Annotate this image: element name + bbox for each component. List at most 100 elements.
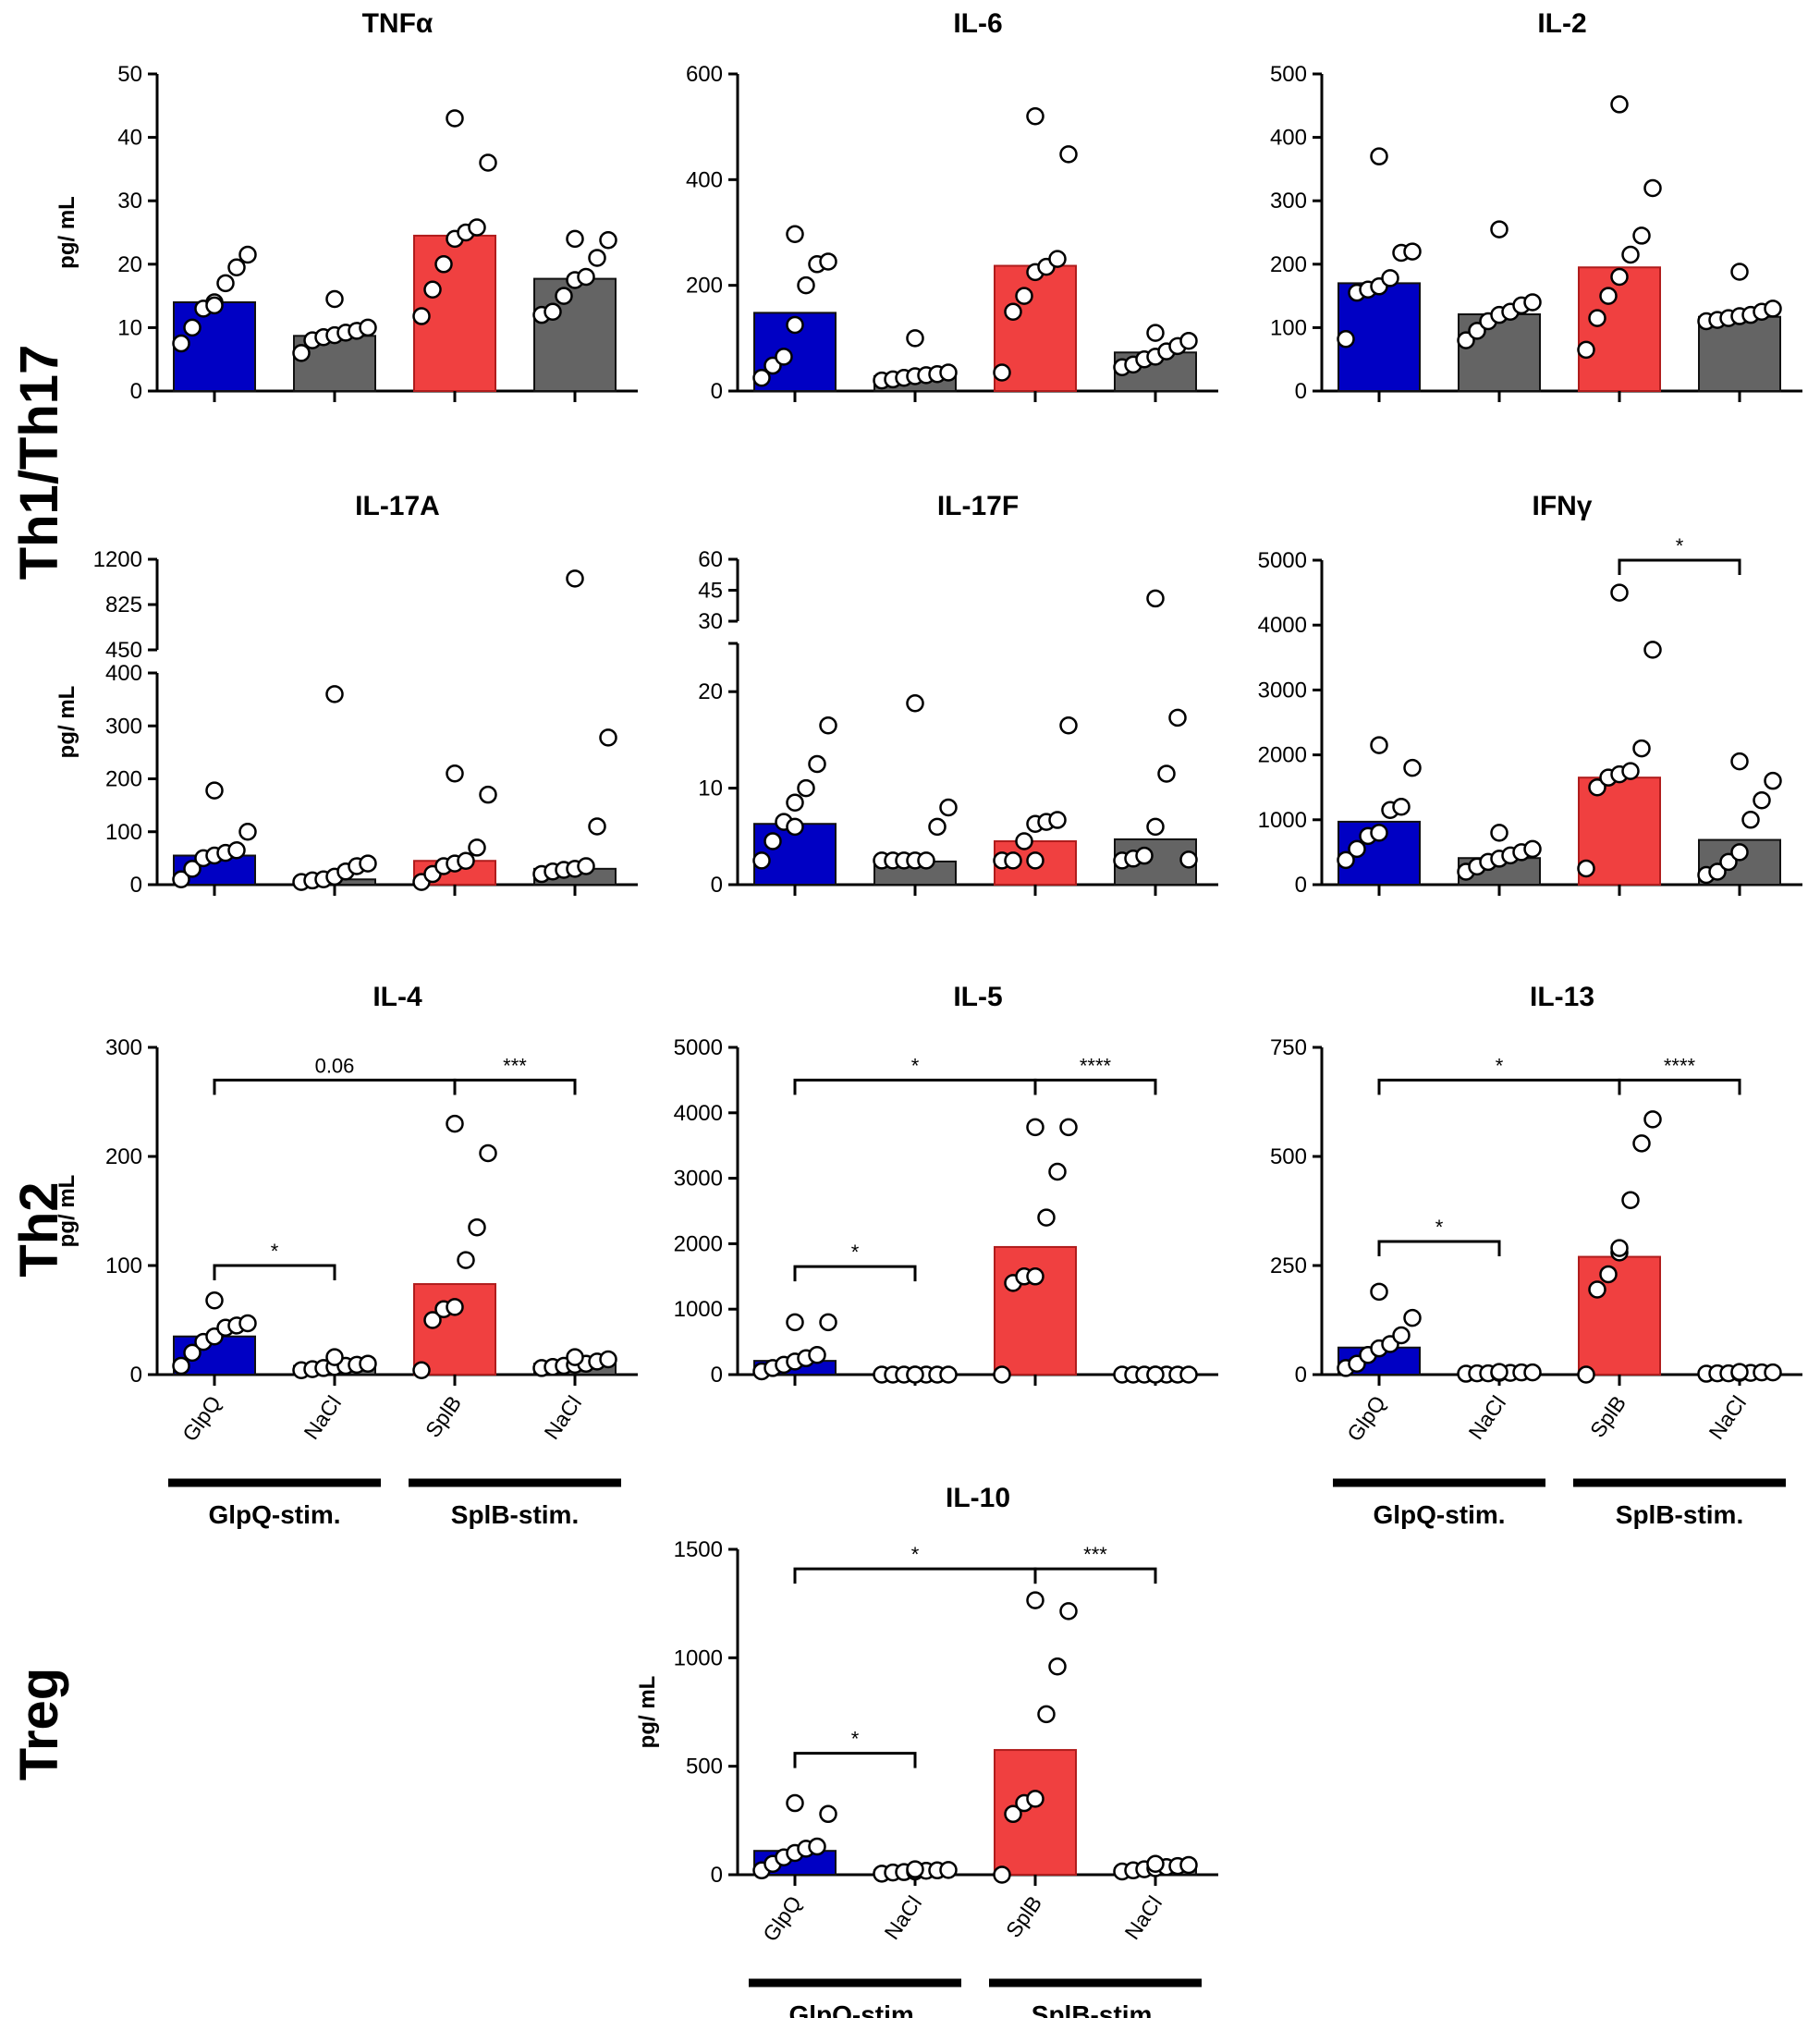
data-point [434, 255, 453, 274]
y-tick-label: 400 [1270, 126, 1307, 151]
data-point [1523, 839, 1542, 859]
data-point [906, 1860, 924, 1878]
data-point [359, 318, 377, 337]
significance-bracket: 0.06 [213, 1054, 457, 1095]
data-point [1468, 322, 1486, 340]
significance-label: * [851, 1241, 860, 1264]
data-point [1026, 1118, 1044, 1137]
data-point [1621, 1191, 1640, 1209]
group-label: SplB-stim. [451, 1500, 579, 1529]
data-point [1157, 764, 1176, 783]
data-point [479, 1144, 497, 1163]
data-point [1643, 641, 1662, 659]
y-tick-label: 0 [711, 379, 723, 404]
x-category-label: NaCl [1463, 1391, 1510, 1444]
data-point [292, 344, 311, 362]
data-point [577, 857, 595, 875]
data-point [1523, 1363, 1542, 1382]
data-point [1015, 832, 1033, 850]
y-axis-label: pg/ mL [635, 1676, 660, 1749]
data-point [183, 1343, 202, 1363]
panel-il-10: IL-10 pg/ mL 0 500 1000 1500 GlpQ NaCl SplB NaCl *… [635, 1483, 1218, 2018]
data-point [1599, 287, 1618, 305]
bracket-line [1377, 1078, 1621, 1095]
significance-bracket: **** [1618, 1054, 1741, 1095]
data-point [1026, 1591, 1044, 1609]
data-point [906, 1365, 924, 1384]
y-tick-label: 1000 [674, 1645, 723, 1670]
row-label-treg: Treg [9, 1668, 69, 1781]
significance-label: * [851, 1728, 860, 1751]
significance-label: * [1496, 1054, 1504, 1077]
data-point [238, 823, 257, 841]
data-point [359, 1354, 377, 1373]
y-tick-label: 200 [686, 274, 723, 299]
data-point [819, 1804, 837, 1824]
data-point [1146, 1854, 1165, 1874]
data-point [1523, 293, 1542, 312]
data-point [1730, 843, 1749, 862]
data-point [1764, 771, 1782, 790]
data-point [479, 785, 497, 804]
bar [994, 1245, 1077, 1376]
data-point [544, 302, 562, 321]
data-point [808, 754, 826, 774]
data-point [1632, 226, 1651, 245]
y-tick-label: 4000 [1258, 613, 1307, 638]
data-point [423, 1311, 442, 1329]
data-point [412, 1361, 431, 1380]
data-point [1577, 1365, 1595, 1384]
data-point [468, 838, 486, 857]
data-point [1490, 824, 1509, 842]
data-point [1403, 242, 1422, 261]
panel-il-4: IL-4 pg/ mL 0 100 200 300 GlpQ NaCl SplB NaCl 0.06… [55, 982, 638, 1529]
data-point [1026, 851, 1044, 870]
data-point [775, 348, 793, 366]
data-point [1179, 1855, 1198, 1875]
y-tick-label: 0 [1295, 873, 1307, 898]
y-tick-label: 100 [105, 820, 142, 845]
data-point [468, 1217, 486, 1237]
data-point [1048, 250, 1067, 268]
y-tick-label: 10 [698, 777, 723, 801]
panel-title: IL-17F [937, 491, 1019, 521]
significance-label: * [1676, 534, 1684, 557]
group-label: GlpQ-stim. [1373, 1500, 1505, 1529]
y-tick-label: 1000 [674, 1297, 723, 1322]
y-tick-label: 0 [1295, 1363, 1307, 1388]
y-tick-label: 500 [1270, 1144, 1307, 1169]
data-point [939, 1365, 958, 1384]
data-point [808, 1346, 826, 1364]
data-point [1146, 1365, 1165, 1384]
panel-il-2: IL-2 0 100 200 300 400 500 [1270, 8, 1802, 404]
data-point [1059, 1118, 1078, 1137]
data-point [1337, 329, 1355, 349]
y-tick-label: 250 [1270, 1254, 1307, 1278]
data-point [752, 368, 771, 387]
data-point [1730, 1363, 1749, 1381]
y-tick-label: 50 [117, 62, 142, 87]
bar [1578, 1255, 1661, 1376]
y-tick-label: 100 [105, 1254, 142, 1278]
bracket-line [1033, 1078, 1157, 1095]
significance-label: 0.06 [315, 1054, 355, 1077]
data-point [993, 363, 1011, 382]
data-point [1370, 147, 1388, 165]
data-point [599, 728, 617, 747]
data-point [993, 1365, 1011, 1384]
data-point [1741, 811, 1760, 829]
significance-label: **** [1664, 1054, 1696, 1077]
group-label: SplB-stim. [1032, 2000, 1159, 2018]
data-point [205, 1291, 224, 1310]
x-category-label: SplB [1585, 1391, 1631, 1442]
significance-bracket: * [793, 1543, 1037, 1584]
y-tick-label: 400 [686, 167, 723, 192]
data-point [993, 1865, 1011, 1884]
data-point [1004, 1804, 1022, 1824]
data-point [819, 715, 837, 735]
data-point [1370, 1282, 1388, 1302]
significance-bracket: * [793, 1728, 917, 1768]
data-point [479, 153, 497, 172]
